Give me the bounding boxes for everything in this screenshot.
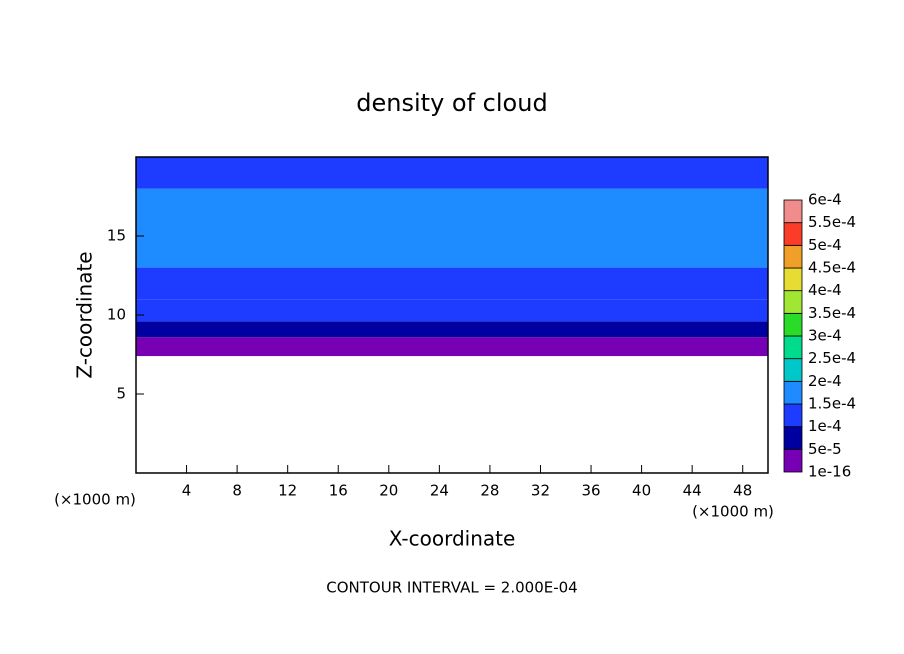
x-tick-label: 20	[379, 482, 398, 500]
contour-band	[136, 267, 768, 300]
x-tick-label: 24	[430, 482, 449, 500]
x-tick-label: 32	[531, 482, 550, 500]
colorbar-label: 5e-5	[808, 440, 842, 458]
colorbar-label: 1e-4	[808, 417, 842, 435]
y-unit: (×1000 m)	[54, 491, 136, 509]
x-tick-label: 8	[232, 482, 242, 500]
colorbar-label: 4e-4	[808, 281, 842, 299]
colorbar-label: 6e-4	[808, 191, 842, 209]
x-axis-label: X-coordinate	[389, 527, 516, 551]
x-tick-label: 28	[480, 482, 499, 500]
colorbar-label: 2e-4	[808, 372, 842, 390]
contour-band	[136, 299, 768, 322]
colorbar-box	[783, 244, 803, 269]
contour-band	[136, 337, 768, 357]
colorbar-label: 4.5e-4	[808, 259, 856, 277]
chart-title: density of cloud	[356, 89, 547, 117]
x-tick-label: 40	[632, 482, 651, 500]
colorbar-label: 5e-4	[808, 236, 842, 254]
colorbar-box	[783, 403, 803, 428]
x-tick-label: 48	[733, 482, 752, 500]
colorbar-label: 1e-16	[808, 463, 851, 481]
colorbar-label: 3e-4	[808, 327, 842, 345]
contour-band	[136, 321, 768, 338]
colorbar-box	[783, 358, 803, 382]
colorbar-box	[783, 448, 803, 473]
contour-band	[136, 157, 768, 189]
colorbar-box	[783, 335, 803, 360]
y-tick-label: 15	[107, 227, 126, 245]
y-axis-label: Z-coordinate	[73, 251, 97, 378]
x-tick-label: 4	[182, 482, 192, 500]
colorbar-box	[783, 380, 803, 405]
colorbar-box	[783, 199, 803, 224]
y-tick-label: 5	[116, 385, 126, 403]
x-tick-label: 16	[329, 482, 348, 500]
contour-band	[136, 188, 768, 268]
x-tick-label: 12	[278, 482, 297, 500]
colorbar-box	[783, 222, 803, 246]
colorbar-label: 5.5e-4	[808, 213, 856, 231]
x-tick-label: 36	[581, 482, 600, 500]
colorbar-box	[783, 290, 803, 314]
colorbar-box	[783, 267, 803, 292]
footer: CONTOUR INTERVAL = 2.000E-04	[326, 579, 577, 597]
x-unit: (×1000 m)	[692, 503, 774, 521]
colorbar-label: 3.5e-4	[808, 304, 856, 322]
colorbar-label: 2.5e-4	[808, 349, 856, 367]
colorbar-label: 1.5e-4	[808, 395, 856, 413]
colorbar-box	[783, 426, 803, 450]
y-tick-label: 10	[107, 306, 126, 324]
x-tick-label: 44	[683, 482, 702, 500]
colorbar-box	[783, 312, 803, 337]
